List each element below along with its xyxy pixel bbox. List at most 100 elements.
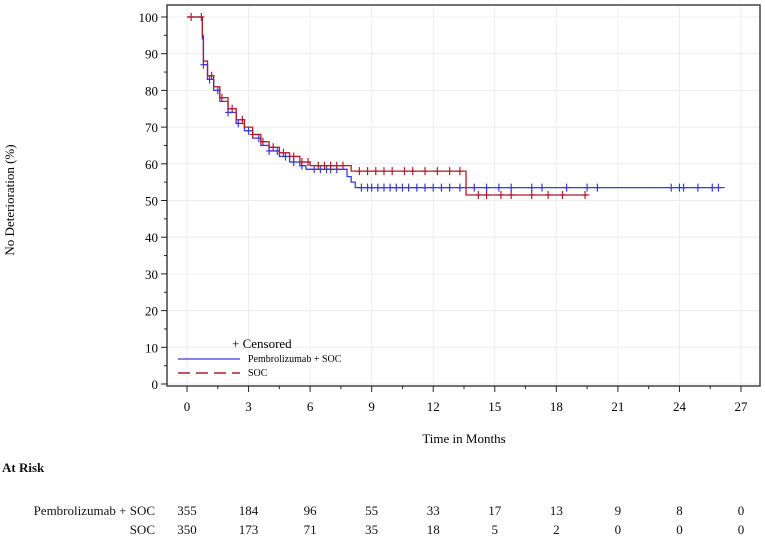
censor-mark [311, 165, 318, 174]
plot-frame [166, 4, 761, 387]
censor-mark [235, 119, 242, 128]
censor-mark [380, 167, 387, 176]
censor-mark [305, 157, 312, 166]
censor-mark [374, 183, 381, 192]
at-risk-value: 0 [614, 522, 622, 537]
x-tick-label: 18 [550, 399, 563, 414]
at-risk-value: 33 [426, 503, 440, 518]
y-tick-label: 80 [145, 83, 158, 98]
legend-label-pembrolizumab: Pembrolizumab + SOC [248, 354, 342, 365]
at-risk-value: 9 [614, 503, 622, 518]
censor-mark [559, 190, 566, 199]
censor-mark [399, 183, 406, 192]
censor-mark [200, 60, 207, 69]
plot-area: 0 3 6 9 12 15 18 21 24 27 0 10 20 30 40 50 60 70 80 90 100 Ti… [2, 4, 761, 446]
y-tick-label: 0 [152, 377, 159, 392]
at-risk-value: 2 [553, 522, 560, 537]
censor-mark [198, 13, 205, 21]
censor-mark [528, 190, 535, 199]
censor-mark [270, 143, 277, 152]
censor-mark [497, 190, 504, 199]
censor-mark [321, 161, 328, 170]
censor-mark [266, 146, 273, 155]
censor-mark [356, 167, 363, 176]
y-tick-label: 40 [145, 230, 158, 245]
legend-label-soc: SOC [248, 368, 268, 379]
at-risk-value: 350 [177, 522, 197, 537]
censor-mark [259, 137, 266, 146]
censor-mark [430, 183, 437, 192]
x-tick-label: 24 [673, 399, 687, 414]
at-risk-value: 71 [303, 522, 317, 537]
x-tick-label: 15 [488, 399, 501, 414]
at-risk-value: 173 [238, 522, 259, 537]
y-tick-label: 90 [145, 47, 158, 62]
censor-mark [389, 167, 396, 176]
at-risk-value: 5 [491, 522, 499, 537]
x-tick-label: 0 [184, 399, 191, 414]
censor-mark [315, 161, 322, 170]
at-risk-value: 35 [365, 522, 379, 537]
censor-mark [475, 190, 482, 199]
censor-mark [434, 167, 441, 176]
y-tick-label: 60 [145, 157, 158, 172]
censor-mark [401, 167, 408, 176]
censor-mark [405, 183, 412, 192]
censor-mark [446, 167, 453, 176]
censor-mark [582, 190, 589, 199]
censor-mark [709, 183, 716, 192]
y-tick-label: 50 [145, 194, 158, 209]
at-risk-title: At Risk [2, 460, 45, 475]
censor-mark [438, 183, 445, 192]
censor-mark [364, 167, 371, 176]
y-tick-label: 20 [145, 304, 158, 319]
censor-mark [327, 161, 334, 170]
censor-mark [715, 183, 722, 192]
x-axis-label: Time in Months [422, 431, 505, 446]
at-risk-row-label: Pembrolizumab + SOC [33, 503, 155, 518]
censor-mark [422, 167, 429, 176]
censor-mark [280, 148, 287, 157]
at-risk-value: 184 [238, 503, 259, 518]
censor-mark [188, 13, 195, 21]
x-tick-label: 12 [427, 399, 440, 414]
legend-censored: + Censored [232, 336, 292, 351]
censor-mark [298, 157, 305, 166]
censor-mark [339, 161, 346, 170]
censor-mark [358, 183, 365, 192]
censor-mark [471, 183, 478, 192]
censor-mark [538, 183, 545, 192]
censor-mark [249, 130, 256, 139]
y-tick-label: 10 [145, 340, 158, 355]
censor-mark [245, 126, 252, 135]
censor-mark [393, 183, 400, 192]
censor-mark [563, 183, 570, 192]
x-tick-label: 21 [611, 399, 624, 414]
censor-mark [483, 183, 490, 192]
censor-mark [483, 190, 490, 199]
at-risk-value: 0 [676, 522, 683, 537]
at-risk-value: 0 [737, 522, 745, 537]
censor-mark [446, 183, 453, 192]
censor-mark [380, 183, 387, 192]
censor-mark [229, 104, 236, 113]
x-tick-label: 6 [307, 399, 314, 414]
censor-mark [456, 183, 463, 192]
y-tick-label: 70 [145, 120, 158, 135]
censor-mark [372, 167, 379, 176]
censor-mark [290, 152, 297, 161]
censor-mark [508, 183, 515, 192]
y-tick-label: 30 [145, 267, 158, 282]
censor-mark [413, 183, 420, 192]
censor-mark [584, 183, 591, 192]
y-tick-label: 100 [139, 10, 159, 25]
censor-mark [387, 183, 394, 192]
censor-mark [545, 190, 552, 199]
series-line-soc [187, 16, 590, 196]
at-risk-value: 13 [549, 503, 563, 518]
series-line-pembrolizumab [187, 16, 725, 189]
censor-mark [508, 190, 515, 199]
censor-mark [456, 167, 463, 176]
at-risk-row-label: SOC [129, 522, 155, 537]
